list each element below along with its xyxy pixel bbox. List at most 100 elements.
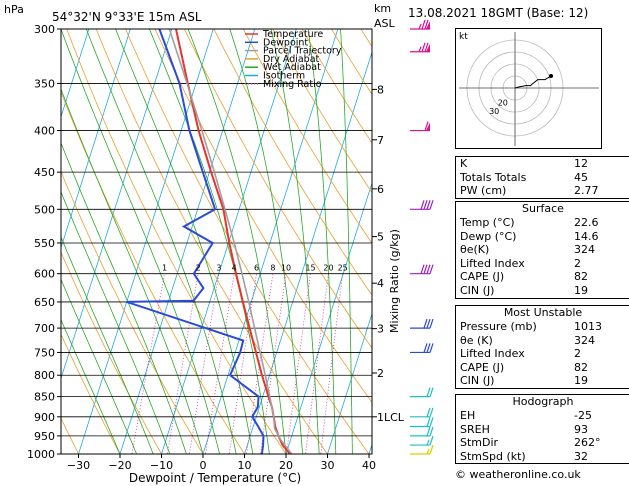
wet-adiabat-line [85, 29, 237, 454]
index-label: K [460, 157, 468, 170]
wet-adiabat-line [61, 141, 187, 454]
table-row: Dewp (°C) 14.6 [456, 230, 629, 244]
hodograph-trace [514, 75, 552, 89]
dry-adiabat-line [183, 29, 372, 349]
parcel-trajectory-line [168, 29, 293, 454]
isotherm-line [78, 29, 214, 454]
wind-barb [410, 19, 430, 30]
hpa-label: hPa [4, 3, 24, 16]
index-label: PW (cm) [460, 184, 507, 198]
temperature-tick-label: −10 [150, 459, 173, 472]
table-row: CIN (J) 19 [456, 284, 629, 298]
datetime-label: 13.08.2021 18GMT (Base: 12) [408, 6, 589, 20]
wet-adiabat-line [61, 88, 204, 454]
temperature-tick-label: 40 [362, 459, 376, 472]
km-tick-label: 4 [377, 277, 384, 290]
dry-adiabat-line [154, 29, 372, 404]
mixing-ratio-line [305, 273, 329, 454]
wind-barb [410, 264, 434, 275]
most-unstable-table: Most Unstable Pressure (mb) 1013 θe (K) 32… [455, 305, 629, 389]
row-value: 32 [574, 449, 588, 463]
mixing-ratio-line [166, 273, 199, 454]
wet-adiabat-line [270, 29, 320, 454]
legend-entry: Dewpoint [263, 37, 308, 48]
temperature-tick-label: −30 [67, 459, 90, 472]
table-row: Lifted Index 2 [456, 257, 629, 271]
wind-barb [410, 426, 434, 437]
table-row: CAPE (J) 82 [456, 361, 629, 375]
row-value: 19 [574, 374, 588, 388]
footer-copyright: © weatheronline.co.uk [455, 468, 581, 481]
row-value: 2 [574, 347, 581, 361]
table-row: Lifted Index 2 [456, 347, 629, 361]
dry-adiabat-line [61, 417, 79, 454]
wet-adiabat-line [61, 318, 121, 454]
wet-adiabat-line [187, 29, 287, 454]
dry-adiabat-line [125, 29, 370, 454]
pressure-tick-label: 700 [34, 322, 55, 335]
legend-entry: Wet Adiabat [263, 62, 321, 73]
wind-barb [410, 407, 434, 418]
asl-label: ASL [374, 17, 396, 30]
pressure-tick-label: 400 [34, 125, 55, 138]
index-row-k: K 12 [456, 157, 629, 171]
row-label: CIN (J) [460, 374, 495, 388]
hodograph-ring-label: 20 [498, 98, 508, 107]
table-row: SREH 93 [456, 423, 629, 437]
wet-adiabat-line [61, 278, 138, 454]
pressure-tick-label: 300 [34, 23, 55, 36]
hodograph-kt-label: kt [459, 32, 468, 42]
row-value: 22.6 [574, 216, 599, 229]
surface-table: Surface Temp (°C) 22.6 Dewp (°C) 14.6 θe(K… [455, 201, 629, 299]
wet-adiabat-line [61, 235, 154, 454]
km-tick-label: 6 [377, 183, 384, 196]
index-label: Totals Totals [460, 170, 527, 184]
dry-adiabat-line [61, 333, 121, 454]
km-label: km [374, 2, 391, 15]
row-value: 1013 [574, 320, 602, 333]
temperature-tick-label: 30 [321, 459, 335, 472]
profiles [126, 29, 293, 454]
isotherm-line [285, 181, 372, 454]
temperature-tick-label: 0 [200, 459, 207, 472]
km-tick-label: 7 [377, 134, 384, 147]
row-value: 262° [574, 436, 601, 450]
pressure-tick-label: 750 [34, 346, 55, 359]
mixing-ratio-label: 2 [196, 264, 201, 273]
mixing-ratio-label: 3 [216, 264, 221, 273]
table-row: θe (K) 324 [456, 334, 629, 348]
index-value: 2.77 [574, 184, 599, 198]
row-label: StmDir [460, 436, 499, 450]
hodograph-table: Hodograph EH -25 SREH 93 StmDir 262° StmSpd… [455, 394, 629, 465]
table-row: Temp (°C) 22.6 [456, 216, 629, 230]
wind-barb [410, 200, 434, 210]
plot-frame [60, 28, 373, 455]
km-tick-label: 3 [377, 323, 384, 336]
row-value: 82 [574, 360, 588, 374]
pressure-tick-label: 500 [34, 203, 55, 216]
mixing-ratio-label: 1 [162, 264, 167, 273]
pressure-tick-label: 450 [34, 166, 55, 179]
legend-entry: Dry Adiabat [263, 54, 320, 65]
wet-adiabat-line [229, 29, 304, 454]
table-row: Pressure (mb) 1013 [456, 320, 629, 334]
km-tick-label: 8 [377, 83, 384, 96]
dry-adiabat-line [61, 170, 204, 454]
wind-barb [410, 417, 434, 428]
mixing-ratio-axis-label: Mixing Ratio (g/kg) [388, 229, 401, 333]
dry-adiabat-line [213, 29, 372, 296]
isotherm-line [0, 5, 14, 472]
table-row: CIN (J) 19 [456, 374, 629, 388]
row-label: Lifted Index [460, 347, 525, 361]
mixing-ratio-line [131, 273, 165, 454]
row-label: CAPE (J) [460, 270, 505, 284]
isotherm-line [119, 29, 256, 454]
most-unstable-title: Most Unstable [503, 306, 583, 319]
pressure-tick-label: 600 [34, 268, 55, 281]
background-lines [0, 5, 372, 472]
legend-entry: Mixing Ratio [263, 79, 322, 90]
dewpoint-line [126, 29, 265, 454]
dry-adiabat-line [242, 29, 372, 244]
row-label: StmSpd (kt) [460, 449, 526, 463]
pressure-tick-label: 850 [34, 391, 55, 404]
